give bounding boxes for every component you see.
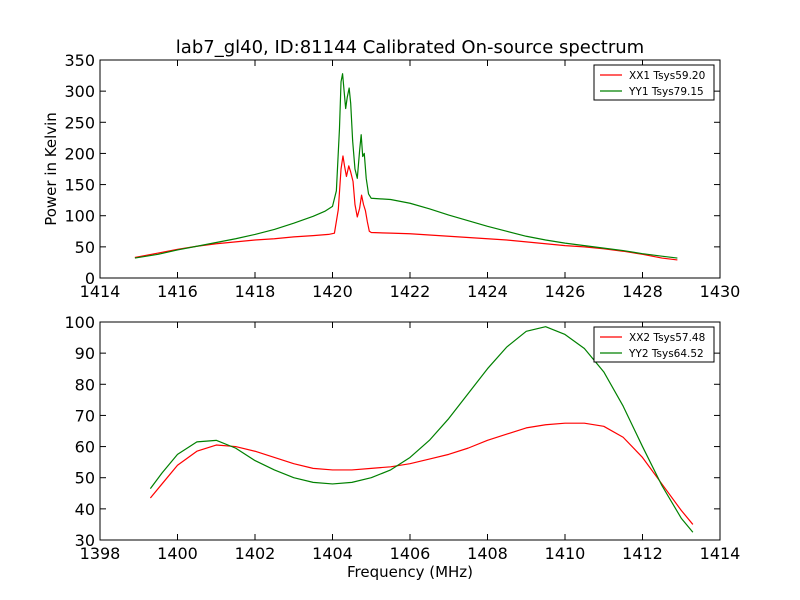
x-tick-label: 1412 (622, 544, 663, 563)
x-tick-label: 1422 (390, 282, 431, 301)
y-tick-label: 80 (75, 375, 95, 394)
x-tick-label: 1406 (390, 544, 431, 563)
y-tick-label: 0 (85, 269, 95, 288)
x-tick-label: 1426 (545, 282, 586, 301)
x-tick-label: 1400 (157, 544, 198, 563)
y-tick-label: 70 (75, 406, 95, 425)
y-tick-label: 350 (64, 51, 95, 70)
series-line-xx1 (134, 155, 678, 261)
y-tick-label: 50 (75, 238, 95, 257)
series-line-yy2 (149, 326, 694, 533)
y-tick-label: 200 (64, 144, 95, 163)
x-tick-label: 1424 (467, 282, 508, 301)
x-tick-label: 1398 (80, 544, 121, 563)
legend: XX2 Tsys57.48 YY2 Tsys64.52 (593, 326, 715, 363)
x-tick-label: 1428 (622, 282, 663, 301)
legend-entry: XX2 Tsys57.48 (629, 332, 705, 344)
x-tick-label: 1420 (312, 282, 353, 301)
y-tick-label: 150 (64, 176, 95, 195)
legend-box (593, 64, 715, 101)
x-tick-label: 1410 (545, 544, 586, 563)
legend-entry: YY2 Tsys64.52 (628, 348, 704, 360)
y-tick-label: 100 (64, 207, 95, 226)
series-line-xx2 (149, 422, 694, 525)
x-tick-label: 1408 (467, 544, 508, 563)
x-tick-label: 1402 (235, 544, 276, 563)
legend-entry: XX1 Tsys59.20 (629, 70, 705, 82)
y-axis-label: Power in Kelvin (42, 112, 60, 226)
x-tick-label: 1430 (700, 282, 741, 301)
y-tick-label: 40 (75, 500, 95, 519)
legend-entry: YY1 Tsys79.15 (628, 86, 704, 98)
y-tick-label: 90 (75, 344, 95, 363)
y-tick-label: 30 (75, 531, 95, 550)
y-tick-label: 50 (75, 469, 95, 488)
x-axis-label: Frequency (MHz) (347, 563, 473, 581)
top-spectrum-panel: 1414 1416 1418 1420 1422 1424 1426 1428 1430 0 50 1… (42, 51, 740, 301)
legend-box (593, 326, 715, 363)
y-tick-label: 300 (64, 82, 95, 101)
y-tick-label: 250 (64, 113, 95, 132)
x-tick-label: 1414 (700, 544, 741, 563)
y-tick-label: 100 (64, 313, 95, 332)
legend: XX1 Tsys59.20 YY1 Tsys79.15 (593, 64, 715, 101)
x-tick-label: 1418 (235, 282, 276, 301)
series-line-yy1 (134, 73, 678, 259)
x-tick-label: 1404 (312, 544, 353, 563)
x-tick-label: 1414 (80, 282, 121, 301)
bottom-spectrum-panel: 1398 1400 1402 1404 1406 1408 1410 1412 1414 30 40… (64, 313, 740, 581)
x-tick-label: 1416 (157, 282, 198, 301)
chart-title: lab7_gl40, ID:81144 Calibrated On-source… (176, 37, 644, 58)
y-tick-label: 60 (75, 438, 95, 457)
